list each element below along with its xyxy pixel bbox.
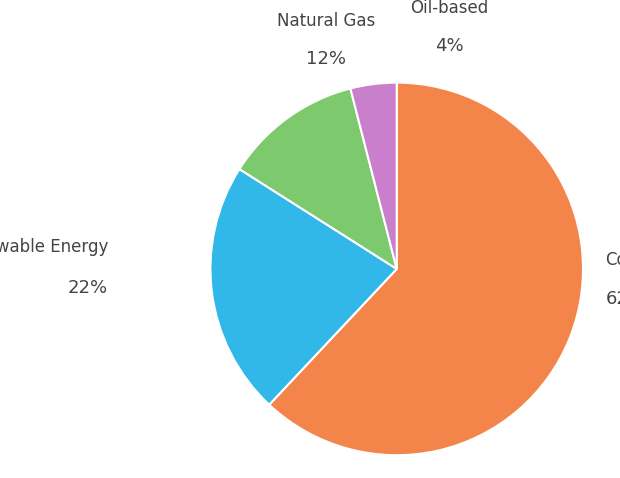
Text: Renewable Energy: Renewable Energy (0, 238, 108, 256)
Text: 12%: 12% (306, 50, 346, 68)
Wedge shape (210, 169, 397, 405)
Text: 62%: 62% (605, 290, 620, 308)
Text: Coal: Coal (605, 250, 620, 269)
Wedge shape (350, 83, 397, 269)
Text: 22%: 22% (68, 279, 108, 296)
Wedge shape (269, 83, 583, 455)
Wedge shape (239, 88, 397, 269)
Text: Natural Gas: Natural Gas (277, 12, 375, 31)
Text: Oil-based: Oil-based (410, 0, 488, 17)
Text: 4%: 4% (435, 37, 463, 54)
